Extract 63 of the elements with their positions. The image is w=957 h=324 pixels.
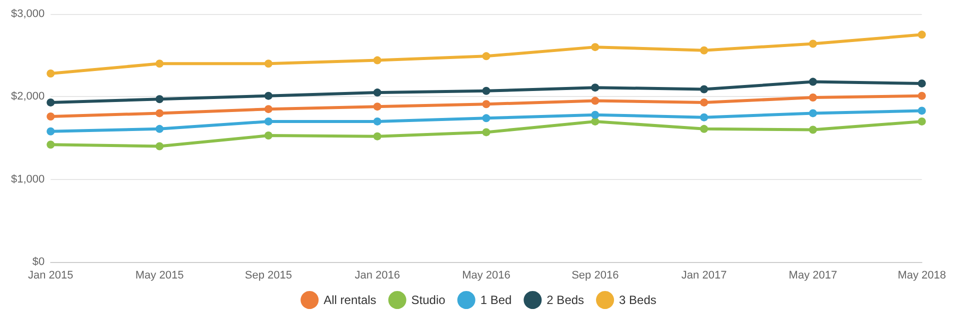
point [700,98,708,106]
point [591,84,600,92]
point [373,102,382,111]
point [918,92,926,100]
point [156,124,164,133]
point [808,109,817,118]
x-tick-label: May 2017 [788,270,838,282]
point [591,96,600,105]
y-tick-label: $2,000 [10,90,45,103]
x-tick-label: Sep 2015 [244,270,292,282]
point [264,92,272,100]
x-tick-label: May 2018 [898,270,946,282]
point [482,52,490,60]
point [808,126,817,134]
point [46,98,55,106]
point [156,109,164,118]
legend-label: All rentals [324,293,376,307]
point [46,140,55,149]
point [373,117,382,126]
point [808,40,817,48]
point [591,110,600,119]
x-tick-label: May 2015 [135,270,184,282]
point [808,78,817,86]
point [591,117,600,126]
point [482,100,490,108]
y-tick-label: $0 [32,256,45,268]
point [156,95,164,104]
y-tick-label: $1,000 [10,173,45,186]
point [918,106,926,115]
legend-label: 1 Bed [480,293,512,307]
point [373,132,382,140]
x-tick-label: Sep 2016 [572,270,619,282]
point [373,56,382,64]
point [264,132,272,140]
point [700,113,708,122]
point [373,88,382,97]
x-tick-label: Jan 2017 [681,270,727,282]
point [918,30,926,39]
x-tick-label: Jan 2015 [28,270,74,282]
point [808,93,817,102]
point [918,79,926,88]
legend-label: 2 Beds [546,293,584,307]
point [482,114,490,122]
point [700,85,708,94]
legend-label: 3 Beds [619,293,656,307]
point [700,46,708,54]
legend-label: Studio [411,293,446,307]
point [918,117,926,126]
point [591,43,600,52]
point [264,117,272,126]
point [264,60,272,68]
point [46,112,55,121]
point [264,105,272,114]
point [482,128,490,136]
x-tick-label: May 2016 [462,270,510,282]
point [156,60,164,68]
point [700,124,708,133]
y-tick-label: $3,000 [10,8,45,20]
point [46,127,55,136]
point [482,86,490,95]
point [46,70,55,78]
point [156,142,164,150]
x-tick-label: Jan 2016 [354,270,400,282]
